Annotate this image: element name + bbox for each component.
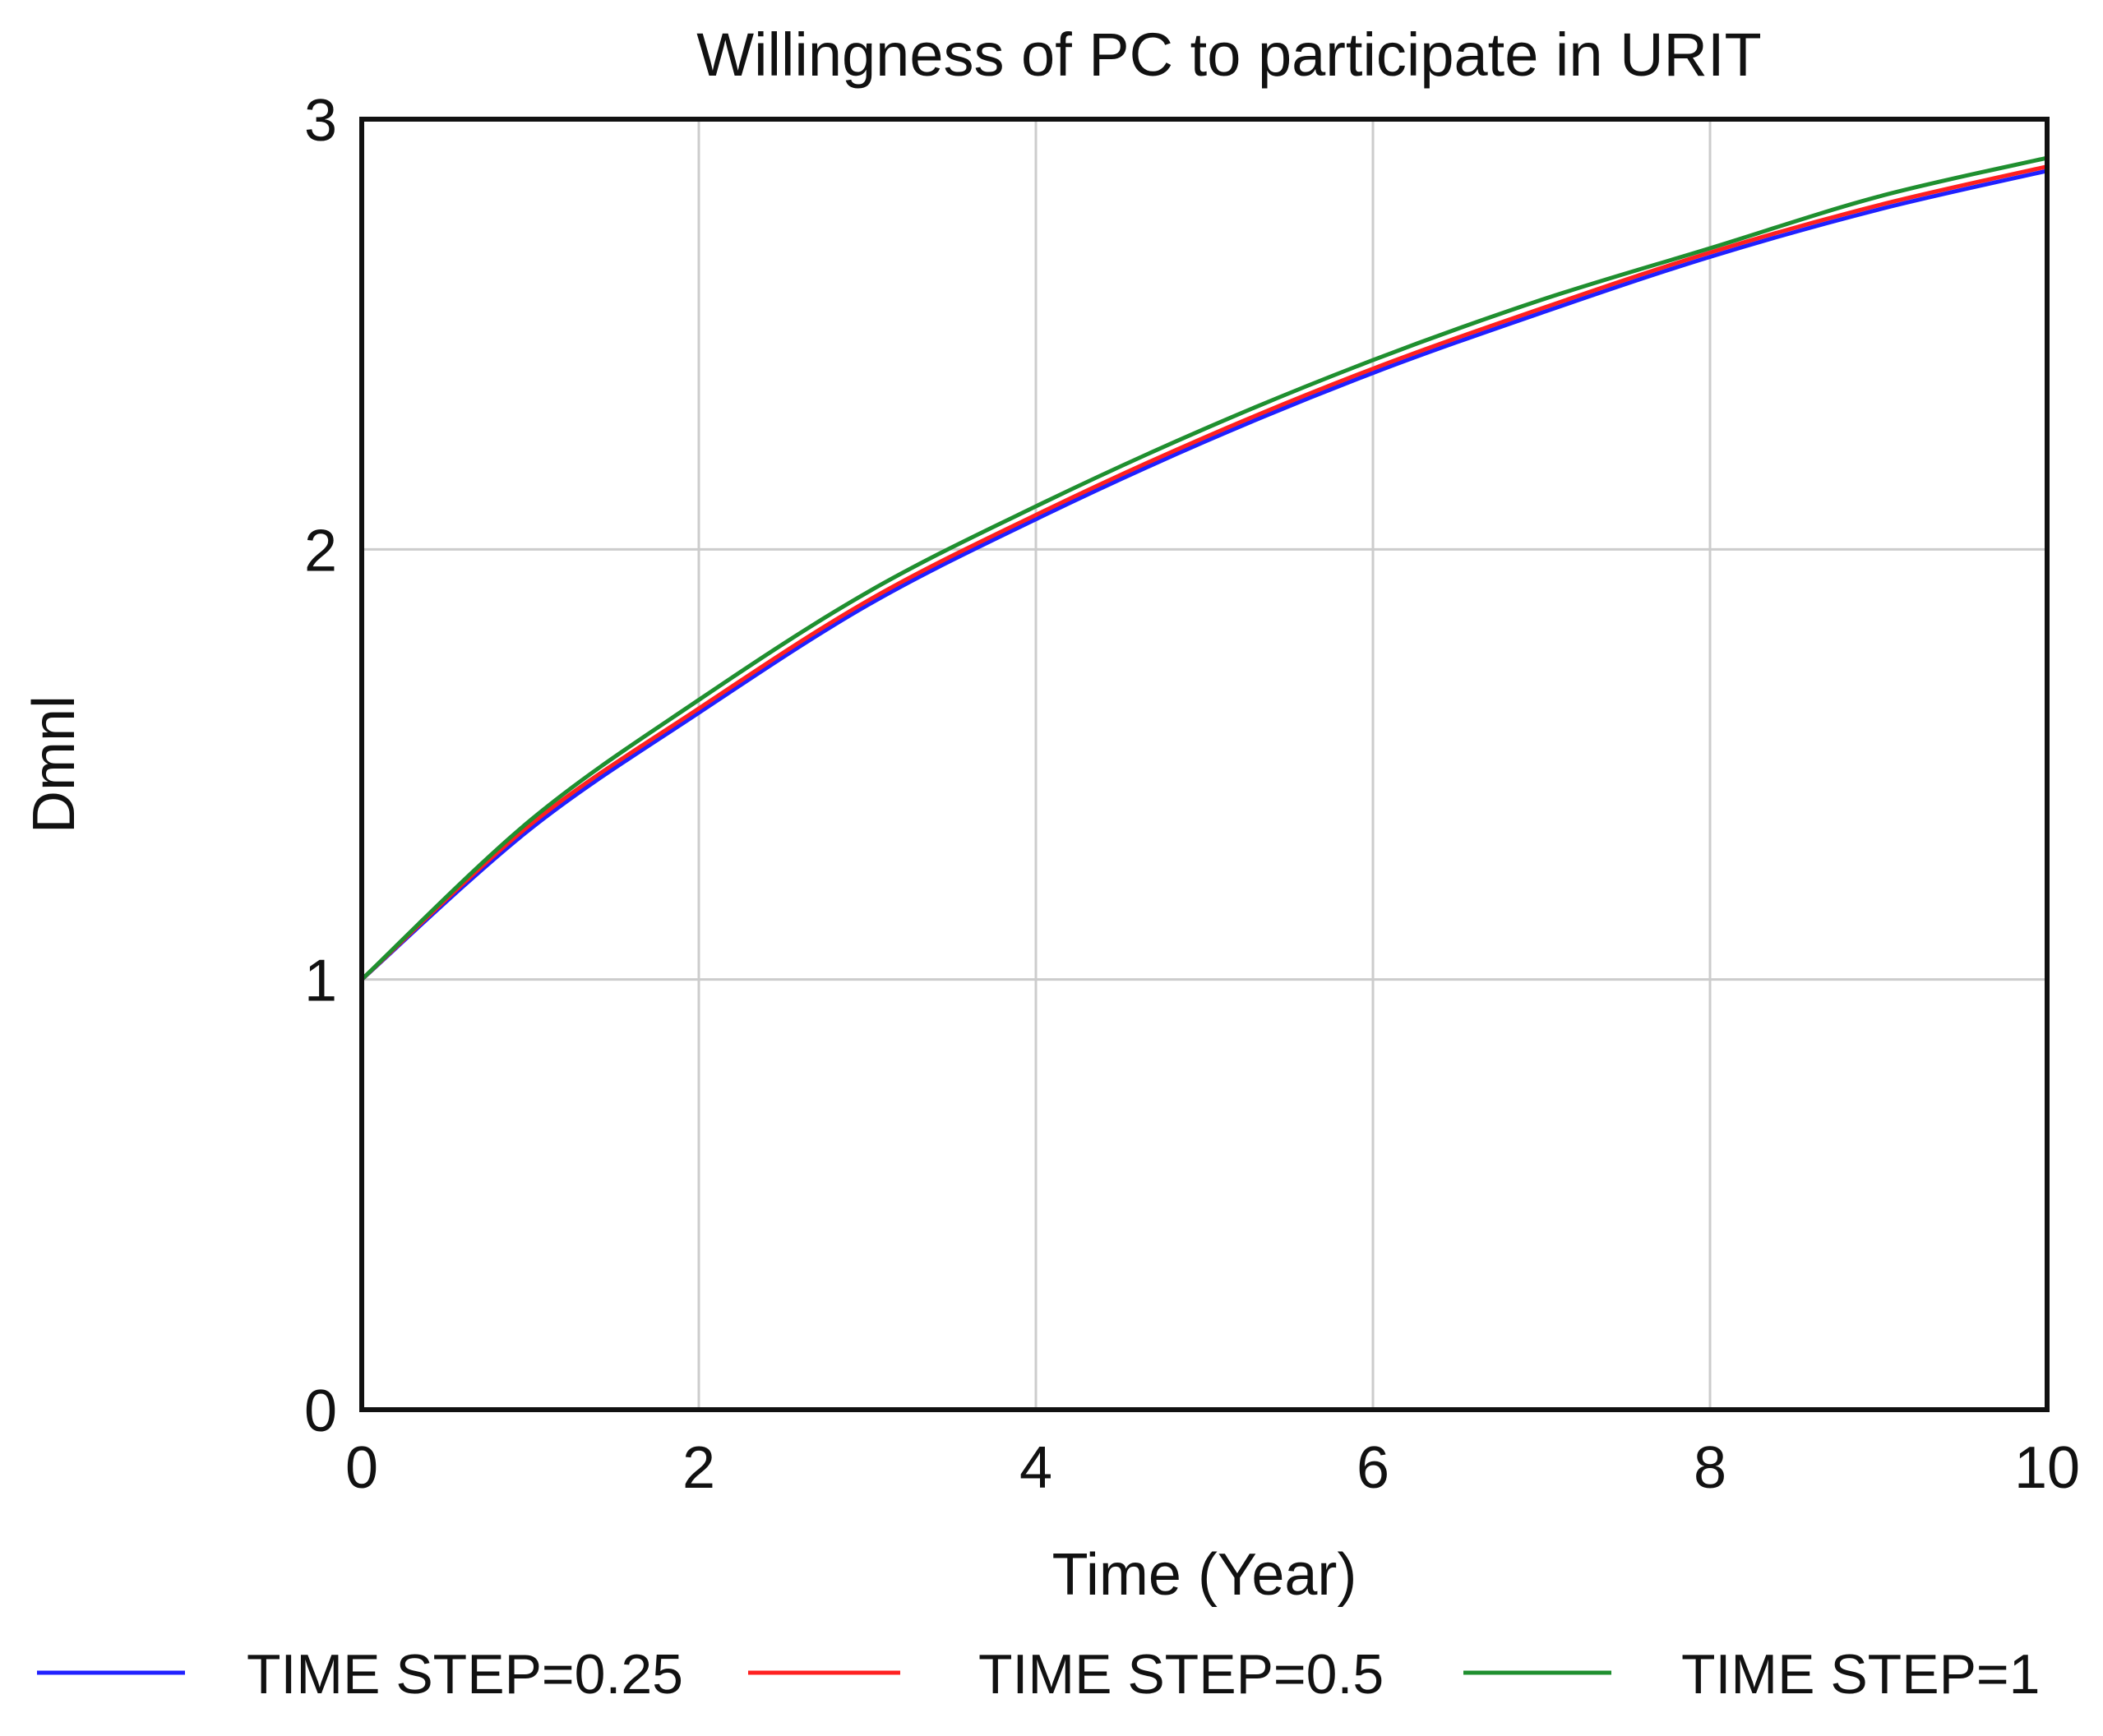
y-tick-label: 1 [304, 949, 337, 1014]
series-line-time-step-0-25 [359, 169, 2050, 982]
y-axis-ticks: 0 1 2 3 [304, 88, 337, 1444]
legend: TIME STEP=0.25 TIME STEP=0.5 TIME STEP=1 [37, 1643, 2040, 1706]
legend-label-time-step-0-5: TIME STEP=0.5 [978, 1643, 1384, 1706]
y-tick-label: 0 [304, 1378, 337, 1444]
x-tick-label: 0 [345, 1435, 378, 1501]
series-line-time-step-1 [359, 155, 2050, 982]
x-axis-label: Time (Year) [1052, 1542, 1357, 1608]
x-axis-ticks: 0 2 4 6 8 10 [345, 1435, 2080, 1501]
y-tick-label: 3 [304, 88, 337, 154]
x-tick-label: 10 [2014, 1435, 2080, 1501]
x-tick-label: 6 [1357, 1435, 1389, 1501]
grid-layer [362, 119, 2047, 1410]
y-axis-label: Dmnl [21, 695, 87, 833]
y-tick-label: 2 [304, 518, 337, 584]
legend-label-time-step-1: TIME STEP=1 [1681, 1643, 2040, 1706]
series-line-time-step-0-5 [359, 164, 2050, 982]
plot-frame [359, 117, 2050, 1412]
x-tick-label: 8 [1694, 1435, 1726, 1501]
series-layer [359, 155, 2050, 982]
x-tick-label: 2 [682, 1435, 715, 1501]
x-tick-label: 4 [1019, 1435, 1052, 1501]
legend-label-time-step-0-25: TIME STEP=0.25 [247, 1643, 683, 1706]
chart-title: Willingness of PC to participate in URIT [696, 21, 1761, 89]
